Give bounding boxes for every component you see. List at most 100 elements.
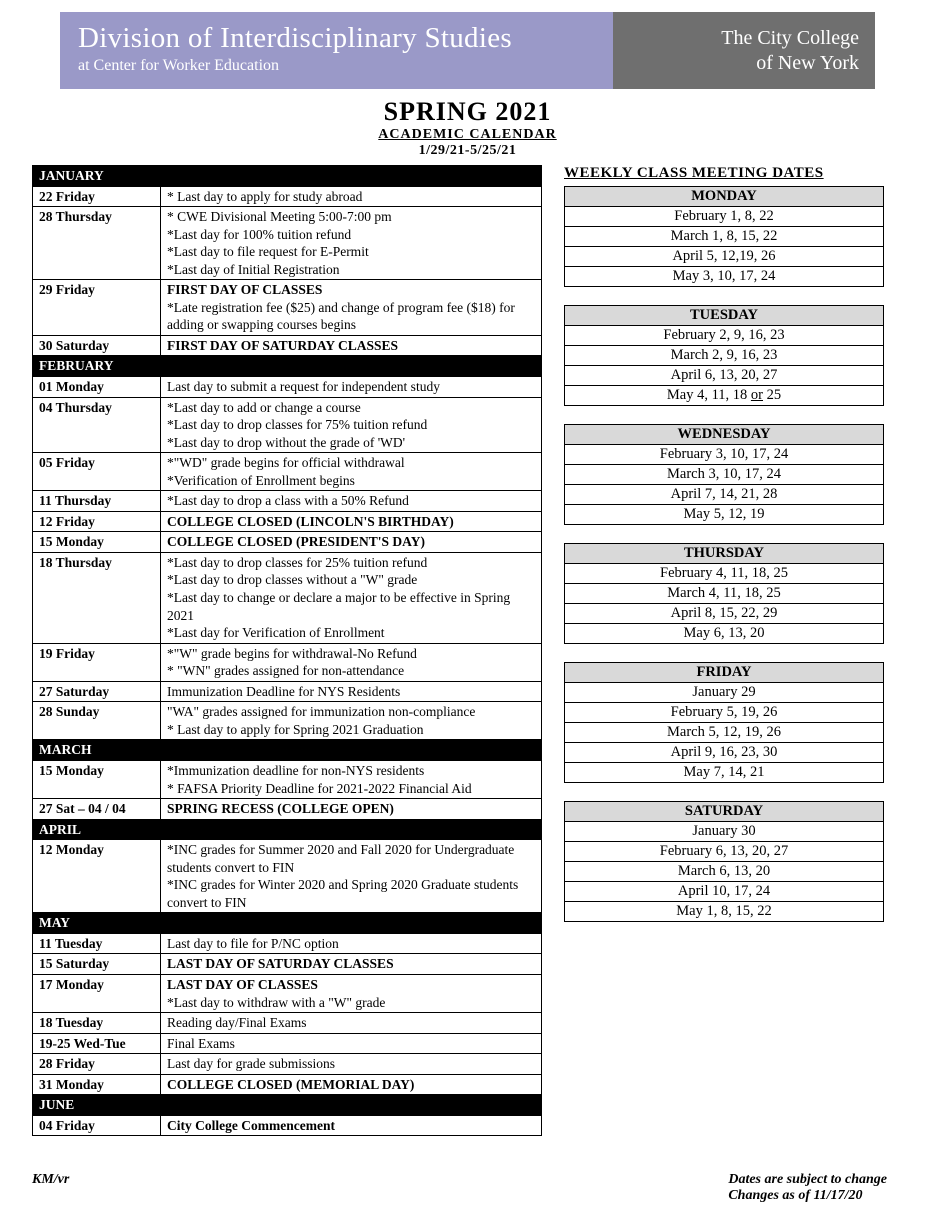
month-spacer bbox=[161, 166, 542, 187]
desc-line: Immunization Deadline for NYS Residents bbox=[167, 683, 535, 701]
banner-right: The City College of New York bbox=[613, 12, 875, 89]
banner-college-1: The City College bbox=[721, 26, 859, 51]
desc-cell: "WA" grades assigned for immunization no… bbox=[161, 702, 542, 740]
desc-cell: COLLEGE CLOSED (MEMORIAL DAY) bbox=[161, 1074, 542, 1095]
date-cell: 29 Friday bbox=[33, 280, 161, 336]
day-row: May 1, 8, 15, 22 bbox=[565, 902, 884, 922]
day-table: SATURDAYJanuary 30February 6, 13, 20, 27… bbox=[564, 801, 884, 922]
banner-college-2: of New York bbox=[756, 51, 859, 76]
desc-cell: *"WD" grade begins for official withdraw… bbox=[161, 453, 542, 491]
month-label: APRIL bbox=[33, 819, 161, 840]
desc-line: *"W" grade begins for withdrawal-No Refu… bbox=[167, 645, 535, 663]
desc-cell: *Last day to drop a class with a 50% Ref… bbox=[161, 491, 542, 512]
day-name: MONDAY bbox=[565, 187, 884, 207]
desc-line: *Last day of Initial Registration bbox=[167, 261, 535, 279]
desc-line: *Last day to drop classes for 75% tuitio… bbox=[167, 416, 535, 434]
desc-cell: Immunization Deadline for NYS Residents bbox=[161, 681, 542, 702]
desc-line: *INC grades for Winter 2020 and Spring 2… bbox=[167, 876, 535, 911]
day-table: THURSDAYFebruary 4, 11, 18, 25March 4, 1… bbox=[564, 543, 884, 644]
date-cell: 19 Friday bbox=[33, 643, 161, 681]
day-row: March 1, 8, 15, 22 bbox=[565, 227, 884, 247]
day-row: April 10, 17, 24 bbox=[565, 882, 884, 902]
weekly-title: WEEKLY CLASS MEETING DATES bbox=[564, 165, 884, 182]
date-cell: 11 Thursday bbox=[33, 491, 161, 512]
day-row: April 9, 16, 23, 30 bbox=[565, 743, 884, 763]
day-name: SATURDAY bbox=[565, 802, 884, 822]
date-cell: 28 Sunday bbox=[33, 702, 161, 740]
day-row: January 29 bbox=[565, 683, 884, 703]
desc-line: *Last day to drop classes without a "W" … bbox=[167, 571, 535, 589]
day-row: May 7, 14, 21 bbox=[565, 763, 884, 783]
desc-line: *Late registration fee ($25) and change … bbox=[167, 299, 535, 334]
desc-cell: COLLEGE CLOSED (PRESIDENT'S DAY) bbox=[161, 532, 542, 553]
date-cell: 12 Monday bbox=[33, 840, 161, 913]
day-row: May 6, 13, 20 bbox=[565, 624, 884, 644]
desc-line: COLLEGE CLOSED (LINCOLN'S BIRTHDAY) bbox=[167, 513, 535, 531]
desc-cell: COLLEGE CLOSED (LINCOLN'S BIRTHDAY) bbox=[161, 511, 542, 532]
day-table: FRIDAYJanuary 29February 5, 19, 26March … bbox=[564, 662, 884, 783]
desc-line: *INC grades for Summer 2020 and Fall 202… bbox=[167, 841, 535, 876]
day-row: February 6, 13, 20, 27 bbox=[565, 842, 884, 862]
desc-line: *Last day to file request for E-Permit bbox=[167, 243, 535, 261]
date-cell: 30 Saturday bbox=[33, 335, 161, 356]
date-cell: 28 Friday bbox=[33, 1054, 161, 1075]
month-label: MAY bbox=[33, 913, 161, 934]
day-row: March 6, 13, 20 bbox=[565, 862, 884, 882]
desc-line: LAST DAY OF SATURDAY CLASSES bbox=[167, 955, 535, 973]
desc-cell: *Immunization deadline for non-NYS resid… bbox=[161, 760, 542, 798]
day-row: March 5, 12, 19, 26 bbox=[565, 723, 884, 743]
page-subtitle: ACADEMIC CALENDAR bbox=[0, 127, 935, 143]
desc-cell: SPRING RECESS (COLLEGE OPEN) bbox=[161, 799, 542, 820]
day-row: May 3, 10, 17, 24 bbox=[565, 267, 884, 287]
desc-line: COLLEGE CLOSED (MEMORIAL DAY) bbox=[167, 1076, 535, 1094]
desc-line: FIRST DAY OF SATURDAY CLASSES bbox=[167, 337, 535, 355]
date-cell: 01 Monday bbox=[33, 377, 161, 398]
day-name: THURSDAY bbox=[565, 544, 884, 564]
desc-line: *Last day for Verification of Enrollment bbox=[167, 624, 535, 642]
desc-line: SPRING RECESS (COLLEGE OPEN) bbox=[167, 800, 535, 818]
month-label: FEBRUARY bbox=[33, 356, 161, 377]
footer-note-2: Changes as of 11/17/20 bbox=[728, 1188, 887, 1204]
month-spacer bbox=[161, 913, 542, 934]
desc-line: "WA" grades assigned for immunization no… bbox=[167, 703, 535, 721]
month-spacer bbox=[161, 819, 542, 840]
day-table: TUESDAYFebruary 2, 9, 16, 23March 2, 9, … bbox=[564, 305, 884, 406]
footer: KM/vr Dates are subject to change Change… bbox=[0, 1148, 935, 1216]
month-spacer bbox=[161, 1095, 542, 1116]
desc-cell: City College Commencement bbox=[161, 1115, 542, 1136]
day-row: May 4, 11, 18 or 25 bbox=[565, 386, 884, 406]
desc-line: *Last day to withdraw with a "W" grade bbox=[167, 994, 535, 1012]
desc-line: Last day to file for P/NC option bbox=[167, 935, 535, 953]
desc-line: *Last day to change or declare a major t… bbox=[167, 589, 535, 624]
date-cell: 11 Tuesday bbox=[33, 933, 161, 954]
day-table: MONDAYFebruary 1, 8, 22March 1, 8, 15, 2… bbox=[564, 186, 884, 287]
calendar-table: JANUARY22 Friday * Last day to apply for … bbox=[32, 165, 542, 1136]
desc-line: Final Exams bbox=[167, 1035, 535, 1053]
desc-line: Reading day/Final Exams bbox=[167, 1014, 535, 1032]
desc-line: Last day to submit a request for indepen… bbox=[167, 378, 535, 396]
day-name: TUESDAY bbox=[565, 306, 884, 326]
desc-line: * Last day to apply for study abroad bbox=[167, 188, 535, 206]
desc-line: LAST DAY OF CLASSES bbox=[167, 976, 535, 994]
day-row: January 30 bbox=[565, 822, 884, 842]
desc-line: *Last day to drop classes for 25% tuitio… bbox=[167, 554, 535, 572]
date-cell: 22 Friday bbox=[33, 186, 161, 207]
day-table: WEDNESDAYFebruary 3, 10, 17, 24March 3, … bbox=[564, 424, 884, 525]
day-row: April 8, 15, 22, 29 bbox=[565, 604, 884, 624]
desc-line: Last day for grade submissions bbox=[167, 1055, 535, 1073]
desc-line: *Last day to add or change a course bbox=[167, 399, 535, 417]
desc-cell: LAST DAY OF CLASSES*Last day to withdraw… bbox=[161, 974, 542, 1012]
desc-line: COLLEGE CLOSED (PRESIDENT'S DAY) bbox=[167, 533, 535, 551]
desc-line: * Last day to apply for Spring 2021 Grad… bbox=[167, 721, 535, 739]
desc-cell: * Last day to apply for study abroad bbox=[161, 186, 542, 207]
date-cell: 18 Tuesday bbox=[33, 1013, 161, 1034]
desc-cell: Last day for grade submissions bbox=[161, 1054, 542, 1075]
desc-cell: *"W" grade begins for withdrawal-No Refu… bbox=[161, 643, 542, 681]
desc-line: * "WN" grades assigned for non-attendanc… bbox=[167, 662, 535, 680]
month-label: JANUARY bbox=[33, 166, 161, 187]
day-row: February 3, 10, 17, 24 bbox=[565, 445, 884, 465]
desc-cell: FIRST DAY OF SATURDAY CLASSES bbox=[161, 335, 542, 356]
desc-cell: Last day to submit a request for indepen… bbox=[161, 377, 542, 398]
footer-initials: KM/vr bbox=[32, 1172, 69, 1204]
footer-notes: Dates are subject to change Changes as o… bbox=[728, 1172, 887, 1204]
